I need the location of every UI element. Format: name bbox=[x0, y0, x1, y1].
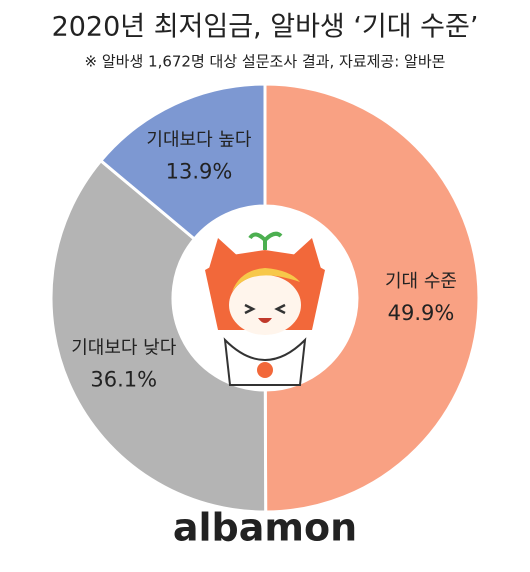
mascot bbox=[173, 206, 357, 390]
mascot-hair bbox=[232, 268, 300, 292]
slice-label: 기대보다 높다 bbox=[146, 130, 252, 151]
value-label: 36.1% bbox=[90, 367, 157, 391]
mascot-face bbox=[229, 275, 301, 335]
chart-subtitle: ※ 알바생 1,672명 대상 설문조사 결과, 자료제공: 알바몬 bbox=[85, 53, 446, 71]
mascot-mouth bbox=[258, 318, 272, 323]
mascot-ears bbox=[208, 238, 322, 272]
value-label: 49.9% bbox=[388, 301, 455, 325]
brand-logo: albamon bbox=[173, 506, 357, 550]
value-label: 13.9% bbox=[166, 160, 233, 184]
slice-label: 기대보다 낮다 bbox=[71, 337, 177, 358]
mascot-eyes bbox=[244, 303, 286, 315]
donut bbox=[49, 82, 481, 514]
mascot-badge bbox=[257, 362, 273, 378]
wedge bbox=[263, 82, 481, 514]
slice-label: 기대 수준 bbox=[385, 271, 457, 292]
chart-title: 2020년 최저임금, 알바생 ‘기대 수준’ bbox=[52, 12, 479, 43]
mascot-sprout bbox=[248, 231, 283, 250]
